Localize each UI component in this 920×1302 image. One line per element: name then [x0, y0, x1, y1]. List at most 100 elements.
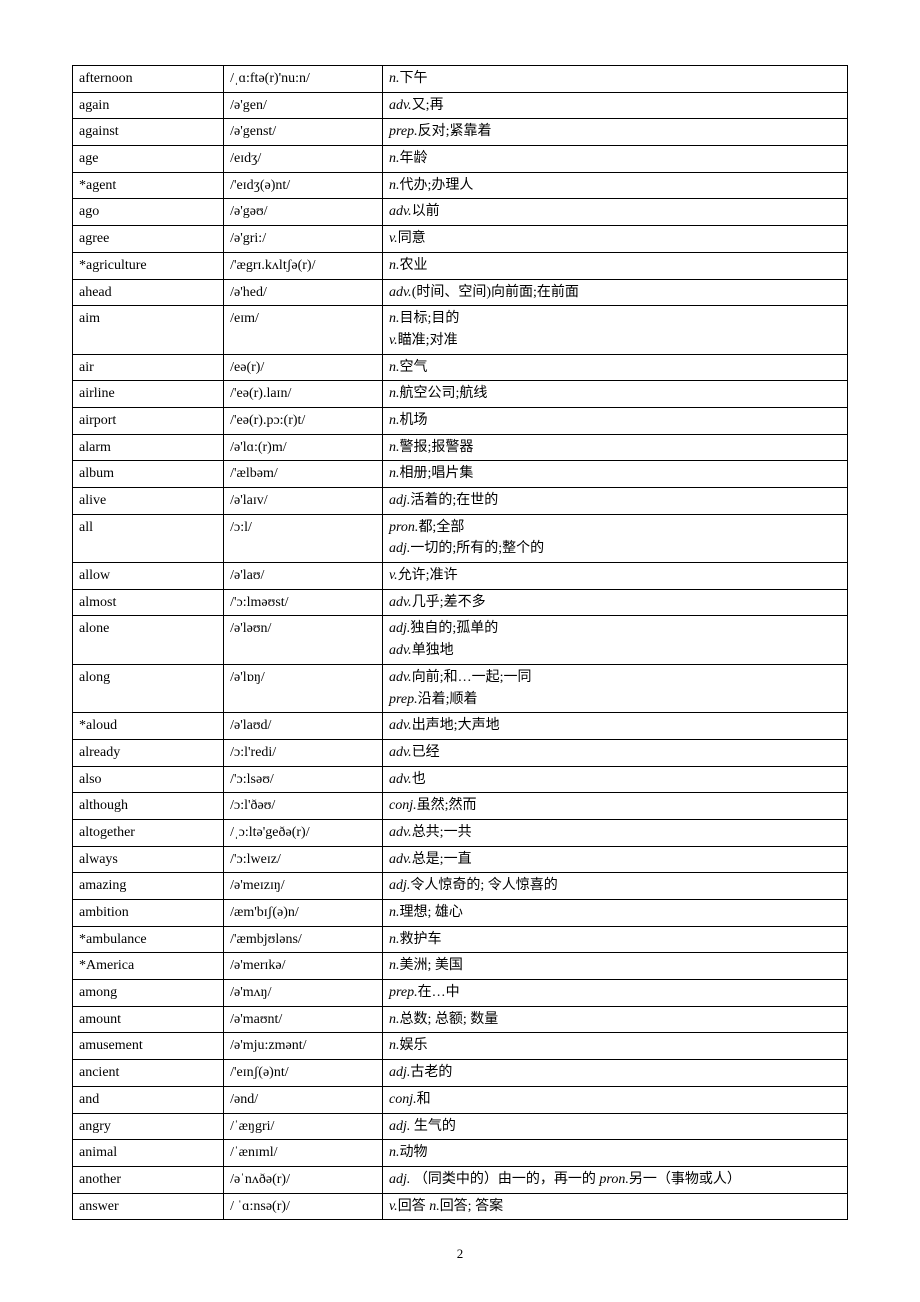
- word-cell: ahead: [73, 279, 224, 306]
- pos-label: n.: [389, 386, 400, 401]
- vocab-table: afternoon/ˌɑ:ftə(r)'nu:n/n.下午again/ə'gen…: [72, 65, 848, 1220]
- word-cell: and: [73, 1086, 224, 1113]
- pos-label: n.: [429, 1199, 440, 1214]
- pos-label: adv.: [389, 718, 412, 733]
- ipa-cell: /ə'genst/: [224, 119, 383, 146]
- ipa-cell: /'ælbəm/: [224, 461, 383, 488]
- pos-label: n.: [389, 71, 400, 86]
- pos-label: conj.: [389, 1092, 417, 1107]
- table-row: alone/ə'ləʊn/adj.独自的;孤单的adv.单独地: [73, 616, 848, 664]
- word-cell: airport: [73, 407, 224, 434]
- word-cell: answer: [73, 1193, 224, 1220]
- pos-label: adv.: [389, 772, 412, 787]
- pos-label: adj.: [389, 878, 410, 893]
- table-row: all/ɔ:l/pron.都;全部adj.一切的;所有的;整个的: [73, 514, 848, 562]
- word-cell: amount: [73, 1006, 224, 1033]
- definition-cell: n.救护车: [383, 926, 848, 953]
- ipa-cell: /'eə(r).laɪn/: [224, 381, 383, 408]
- pos-label: adj.: [389, 493, 410, 508]
- word-cell: aim: [73, 306, 224, 354]
- pos-label: adj.: [389, 621, 410, 636]
- pos-label: n.: [389, 413, 400, 428]
- pos-label: v.: [389, 1199, 398, 1214]
- word-cell: ago: [73, 199, 224, 226]
- word-cell: *ambulance: [73, 926, 224, 953]
- word-cell: alive: [73, 488, 224, 515]
- word-cell: altogether: [73, 819, 224, 846]
- word-cell: also: [73, 766, 224, 793]
- table-row: album/'ælbəm/n.相册;唱片集: [73, 461, 848, 488]
- word-cell: although: [73, 793, 224, 820]
- pos-label: prep.: [389, 124, 418, 139]
- definition-cell: conj.和: [383, 1086, 848, 1113]
- ipa-cell: /'eɪnʃ(ə)nt/: [224, 1060, 383, 1087]
- word-cell: angry: [73, 1113, 224, 1140]
- table-row: amusement/ə'mju:zmənt/n.娱乐: [73, 1033, 848, 1060]
- ipa-cell: /ə'mju:zmənt/: [224, 1033, 383, 1060]
- table-row: ancient/'eɪnʃ(ə)nt/adj.古老的: [73, 1060, 848, 1087]
- ipa-cell: /ə'laʊd/: [224, 713, 383, 740]
- ipa-cell: /ə'maʊnt/: [224, 1006, 383, 1033]
- definition-cell: adv.以前: [383, 199, 848, 226]
- definition-cell: v.回答 n.回答; 答案: [383, 1193, 848, 1220]
- ipa-cell: /ə'laɪv/: [224, 488, 383, 515]
- definition-cell: n.代办;办理人: [383, 172, 848, 199]
- ipa-cell: /ə'meɪzɪŋ/: [224, 873, 383, 900]
- table-row: aim/eɪm/n.目标;目的v.瞄准;对准: [73, 306, 848, 354]
- table-row: along/ə'lɒŋ/adv.向前;和…一起;一同prep.沿着;顺着: [73, 664, 848, 712]
- ipa-cell: /ə'hed/: [224, 279, 383, 306]
- table-row: *ambulance/'æmbjʊləns/n.救护车: [73, 926, 848, 953]
- word-cell: *agriculture: [73, 252, 224, 279]
- pos-label: adj.: [389, 1172, 410, 1187]
- ipa-cell: /'ægrɪ.kʌltʃə(r)/: [224, 252, 383, 279]
- definition-cell: adj.活着的;在世的: [383, 488, 848, 515]
- word-cell: agree: [73, 226, 224, 253]
- ipa-cell: /eɪdʒ/: [224, 146, 383, 173]
- pos-label: n.: [389, 1145, 400, 1160]
- word-cell: along: [73, 664, 224, 712]
- table-row: ambition/æm'bɪʃ(ə)n/n.理想; 雄心: [73, 900, 848, 927]
- word-cell: album: [73, 461, 224, 488]
- table-row: alive/ə'laɪv/adj.活着的;在世的: [73, 488, 848, 515]
- definition-cell: n.相册;唱片集: [383, 461, 848, 488]
- word-cell: alarm: [73, 434, 224, 461]
- pos-label: n.: [389, 440, 400, 455]
- word-cell: animal: [73, 1140, 224, 1167]
- pos-label: pron.: [389, 520, 418, 535]
- definition-cell: adv.(时间、空间)向前面;在前面: [383, 279, 848, 306]
- table-row: also/'ɔ:lsəʊ/adv.也: [73, 766, 848, 793]
- ipa-cell: /'æmbjʊləns/: [224, 926, 383, 953]
- word-cell: against: [73, 119, 224, 146]
- word-cell: air: [73, 354, 224, 381]
- pos-label: n.: [389, 1012, 400, 1027]
- word-cell: afternoon: [73, 66, 224, 93]
- definition-cell: n.农业: [383, 252, 848, 279]
- ipa-cell: /ɔ:l'ðəʊ/: [224, 793, 383, 820]
- table-row: again/ə'gen/adv.又;再: [73, 92, 848, 119]
- definition-cell: n.理想; 雄心: [383, 900, 848, 927]
- page: afternoon/ˌɑ:ftə(r)'nu:n/n.下午again/ə'gen…: [0, 0, 920, 1302]
- definition-cell: adv.向前;和…一起;一同prep.沿着;顺着: [383, 664, 848, 712]
- table-row: ahead/ə'hed/adv.(时间、空间)向前面;在前面: [73, 279, 848, 306]
- definition-cell: adj.古老的: [383, 1060, 848, 1087]
- definition-cell: v.允许;准许: [383, 563, 848, 590]
- table-row: angry/ˈæŋgri/adj. 生气的: [73, 1113, 848, 1140]
- ipa-cell: /ə'gri:/: [224, 226, 383, 253]
- ipa-cell: /'eə(r).pɔ:(r)t/: [224, 407, 383, 434]
- definition-cell: n.年龄: [383, 146, 848, 173]
- word-cell: almost: [73, 589, 224, 616]
- page-number: 2: [72, 1246, 848, 1262]
- table-row: air/eə(r)/n.空气: [73, 354, 848, 381]
- ipa-cell: /ə'ləʊn/: [224, 616, 383, 664]
- pos-label: n.: [389, 466, 400, 481]
- table-row: always/'ɔ:lweɪz/adv.总是;一直: [73, 846, 848, 873]
- pos-label: n.: [389, 178, 400, 193]
- ipa-cell: /ə'lɑ:(r)m/: [224, 434, 383, 461]
- ipa-cell: /eə(r)/: [224, 354, 383, 381]
- word-cell: *agent: [73, 172, 224, 199]
- pos-label: pron.: [599, 1172, 628, 1187]
- definition-cell: n.下午: [383, 66, 848, 93]
- table-row: *America/ə'merɪkə/n.美洲; 美国: [73, 953, 848, 980]
- definition-cell: prep.在…中: [383, 980, 848, 1007]
- definition-cell: v.同意: [383, 226, 848, 253]
